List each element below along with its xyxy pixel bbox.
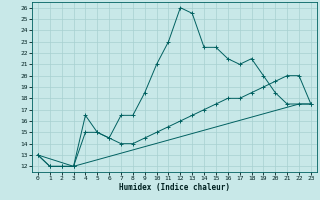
X-axis label: Humidex (Indice chaleur): Humidex (Indice chaleur): [119, 183, 230, 192]
